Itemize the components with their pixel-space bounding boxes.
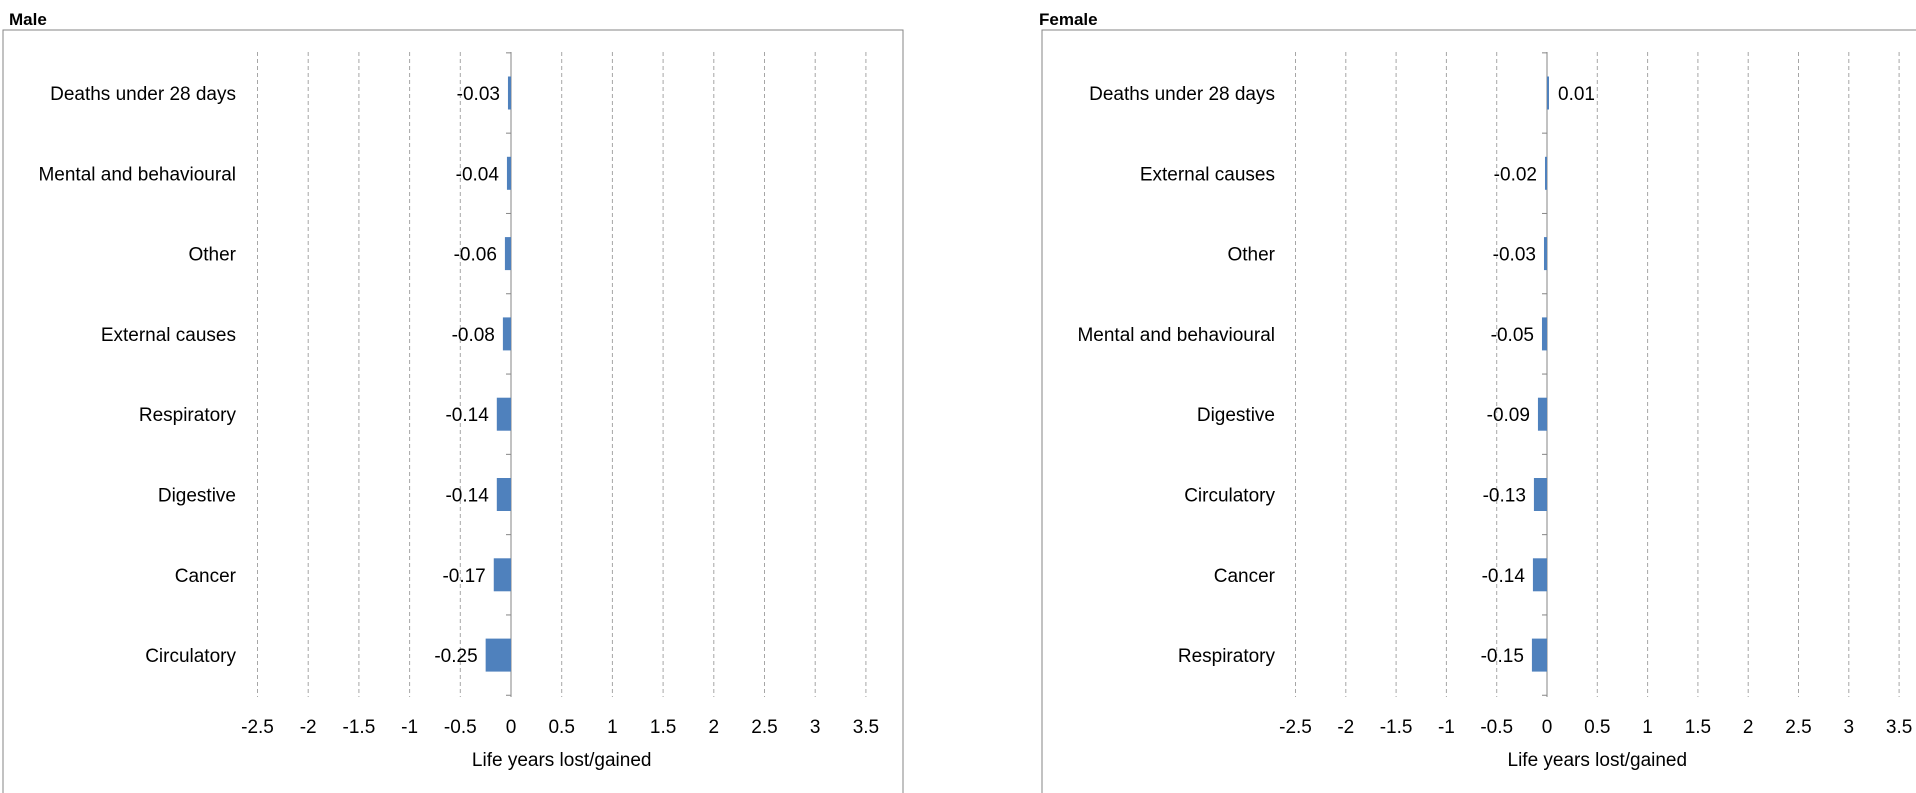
female-x-tick-labels: -2.5 -2 -1.5 -1 -0.5 0 0.5 1 1.5 2 2.5 3 3.5 (1279, 717, 1912, 738)
male-x-tick-labels: -2.5 -2 -1.5 -1 -0.5 0 0.5 1 1.5 2 2.5 3 3.5 (241, 717, 879, 738)
female-bar (1544, 156, 1547, 190)
female-category-label: Cancer (1214, 566, 1276, 587)
male-data-label: -0.17 (442, 566, 485, 587)
male-category-label: Cancer (175, 566, 237, 587)
male-chart-frame (2, 29, 904, 793)
female-data-label: -0.09 (1487, 405, 1530, 426)
female-bar (1533, 478, 1547, 511)
male-x-tick-label: 1.5 (650, 717, 676, 738)
female-bars (1531, 76, 1549, 672)
female-chart-frame (1041, 29, 1916, 793)
male-data-label: -0.14 (445, 486, 489, 507)
male-x-tick-label: 3.5 (853, 717, 879, 738)
female-category-label: Respiratory (1178, 646, 1276, 667)
male-category-label: Respiratory (139, 405, 237, 426)
male-data-label: -0.25 (434, 646, 477, 667)
male-x-tick-label: 1 (607, 717, 618, 738)
female-category-label: Digestive (1197, 405, 1275, 426)
male-x-tick-label: -2 (300, 717, 317, 738)
male-data-label: -0.06 (454, 245, 497, 266)
female-x-tick-label: 3 (1844, 717, 1855, 738)
female-x-axis-title: Life years lost/gained (1508, 750, 1688, 771)
female-data-label: -0.15 (1481, 646, 1524, 667)
female-x-tick-label: 2.5 (1785, 717, 1811, 738)
female-data-label: -0.14 (1482, 566, 1526, 587)
female-data-labels: 0.01 -0.02 -0.03 -0.05 -0.09 -0.13 -0.14 -0.15 (1481, 84, 1595, 667)
male-category-label: Other (188, 245, 236, 266)
female-bar (1531, 638, 1547, 672)
female-gridlines (1295, 52, 1900, 697)
female-data-label: -0.03 (1493, 245, 1536, 266)
female-x-tick-label: 0.5 (1584, 717, 1610, 738)
male-category-label: Circulatory (145, 646, 236, 667)
male-x-axis-title: Life years lost/gained (472, 750, 652, 771)
male-bar (496, 397, 511, 431)
female-x-tick-label: 0 (1542, 717, 1553, 738)
female-data-label: 0.01 (1558, 84, 1595, 105)
male-data-label: -0.08 (452, 325, 495, 346)
female-bar (1541, 317, 1547, 351)
male-gridlines (257, 52, 867, 697)
female-x-tick-label: -1.5 (1380, 717, 1413, 738)
male-data-label: -0.04 (456, 164, 500, 185)
male-x-tick-label: 2.5 (751, 717, 777, 738)
male-x-tick-label: -1 (401, 717, 418, 738)
male-data-label: -0.03 (457, 84, 500, 105)
male-bar (506, 156, 511, 190)
female-chart-title: Female (1039, 10, 1098, 29)
female-bar (1537, 397, 1547, 431)
female-category-label: Circulatory (1184, 486, 1275, 507)
female-data-label: -0.13 (1483, 486, 1526, 507)
male-chart-panel: Male -0.03 -0.04 -0.06 -0.08 -0.14 -0.14 -0.17… (2, 10, 904, 793)
female-data-label: -0.02 (1494, 164, 1537, 185)
female-x-tick-label: -2.5 (1279, 717, 1312, 738)
female-x-tick-label: -2 (1337, 717, 1354, 738)
female-bar (1547, 76, 1549, 110)
female-bar (1543, 237, 1547, 271)
male-bar (496, 478, 511, 511)
female-data-label: -0.05 (1491, 325, 1534, 346)
female-category-label: External causes (1140, 164, 1275, 185)
male-category-label: Digestive (158, 486, 236, 507)
male-bar (485, 638, 511, 672)
female-x-tick-label: 2 (1743, 717, 1754, 738)
male-bar (502, 317, 511, 351)
male-bars (485, 76, 511, 672)
female-category-label: Other (1227, 245, 1275, 266)
female-chart-panel: Female 0.01 -0.02 -0.03 -0.05 -0.09 -0.13 -0.1… (1039, 10, 1916, 793)
female-x-tick-label: -1 (1438, 717, 1455, 738)
female-x-tick-label: -0.5 (1480, 717, 1513, 738)
female-bar (1532, 558, 1547, 592)
male-category-label: External causes (101, 325, 236, 346)
male-bar (493, 558, 511, 592)
female-category-label: Deaths under 28 days (1089, 84, 1275, 105)
male-x-tick-label: 0 (506, 717, 517, 738)
female-x-tick-label: 1 (1642, 717, 1653, 738)
male-x-tick-label: 3 (810, 717, 821, 738)
male-category-label: Deaths under 28 days (50, 84, 236, 105)
male-x-tick-label: 0.5 (548, 717, 574, 738)
female-category-label: Mental and behavioural (1077, 325, 1275, 346)
male-data-label: -0.14 (445, 405, 489, 426)
male-data-labels: -0.03 -0.04 -0.06 -0.08 -0.14 -0.14 -0.17 -0.25 (434, 84, 500, 667)
male-x-tick-label: -2.5 (241, 717, 274, 738)
male-category-labels: Deaths under 28 days Mental and behaviour… (38, 84, 236, 667)
male-x-tick-label: -1.5 (343, 717, 376, 738)
male-x-tick-label: -0.5 (444, 717, 477, 738)
male-bar (507, 76, 511, 110)
female-category-labels: Deaths under 28 days External causes Other… (1077, 84, 1275, 667)
female-x-tick-label: 1.5 (1685, 717, 1711, 738)
male-chart-title: Male (9, 10, 47, 29)
male-bar (504, 237, 511, 271)
male-category-label: Mental and behavioural (38, 164, 236, 185)
male-x-tick-label: 2 (709, 717, 720, 738)
female-x-tick-label: 3.5 (1886, 717, 1912, 738)
